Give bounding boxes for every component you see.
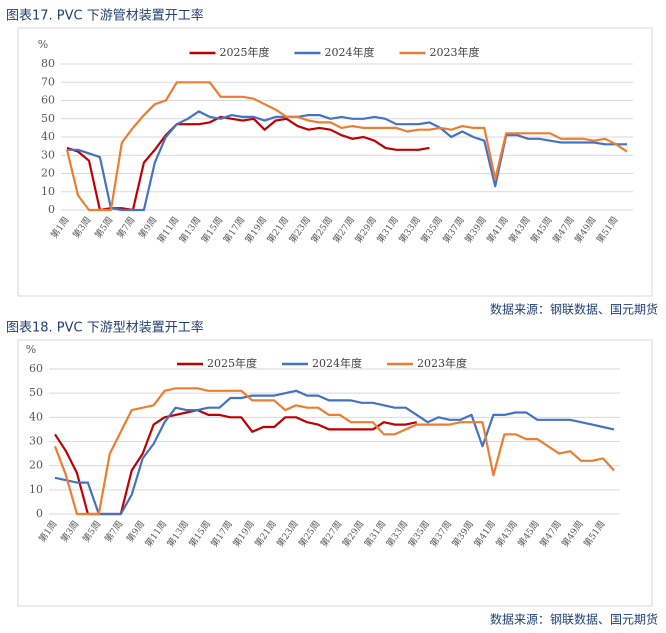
y-axis-unit: % [26,343,36,356]
y-tick-label: 10 [41,185,55,198]
y-tick-label: 30 [29,435,43,448]
source-note: 数据来源：钢联数据、国元期货 [490,612,658,627]
legend-label: 2025年度 [220,45,270,59]
y-tick-label: 50 [29,386,43,399]
y-tick-label: 20 [29,459,43,472]
y-tick-label: 10 [29,483,43,496]
legend-label: 2024年度 [325,45,375,59]
series-line [53,387,615,516]
y-tick-label: 40 [29,410,43,423]
y-tick-label: 60 [29,362,43,375]
figure-title: 图表18. PVC 下游型材装置开工率 [6,320,204,336]
y-tick-label: 30 [41,148,55,161]
y-tick-label: 0 [36,507,43,520]
legend-label: 2023年度 [430,45,480,59]
y-tick-label: 80 [41,57,55,70]
y-axis-unit: % [38,38,48,51]
y-tick-label: 20 [41,167,55,180]
y-tick-label: 50 [41,112,55,125]
series-line [54,389,615,516]
legend-label: 2025年度 [207,356,257,370]
chart-frame [17,27,653,297]
legend-label: 2023年度 [417,356,467,370]
series-line [67,110,627,212]
chart-frame [17,339,653,607]
figure-title: 图表17. PVC 下游管材装置开工率 [6,8,204,24]
y-tick-label: 60 [41,94,55,107]
source-note: 数据来源：钢联数据、国元期货 [490,302,658,317]
legend-label: 2024年度 [312,356,362,370]
y-tick-label: 40 [41,130,55,143]
y-tick-label: 70 [41,75,55,88]
series-line [65,81,628,212]
y-tick-label: 0 [48,203,55,216]
